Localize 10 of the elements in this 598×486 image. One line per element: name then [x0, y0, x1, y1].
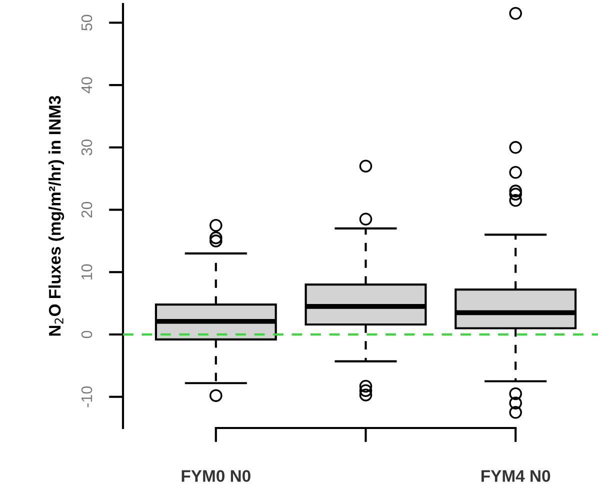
- x-tick-label: FYM0 N0: [182, 470, 250, 482]
- y-tick-label: 10: [81, 264, 92, 280]
- y-tick-label: 50: [81, 14, 92, 31]
- y-tick-label: 30: [81, 140, 92, 156]
- y-tick-label: 20: [81, 202, 92, 218]
- y-tick-label: 40: [81, 77, 92, 94]
- y-tick-label: -10: [81, 386, 92, 408]
- y-tick-label: 0: [81, 330, 92, 338]
- y-axis-title: N$_{2}$O Fluxes (mg/m²/hr) in INM3: [48, 96, 64, 336]
- x-tick-label: FYM4 N0: [482, 470, 550, 482]
